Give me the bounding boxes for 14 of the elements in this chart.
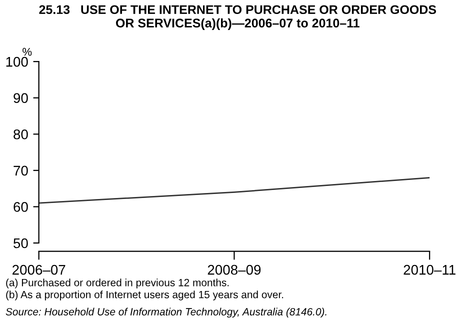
text: (a) Purchased or ordered in previous 12 months. — [6, 278, 229, 288]
x-tick-label: 2010–11 — [404, 264, 456, 275]
y-axis-title: % — [22, 48, 32, 56]
chart-title: 25.13 USE OF THE INTERNET TO PURCHASE OR ORDER GOODS OR SERVICES(a)(b)—2006–07 to 2010–11 — [39, 5, 436, 30]
y-tick-label: 50 — [14, 238, 28, 248]
x-tick-label: 2008–09 — [208, 264, 261, 275]
x-tick-label: 2006–07 — [12, 264, 66, 275]
y-tick-label: 100 — [6, 56, 28, 67]
y-tick-label: 90 — [14, 93, 28, 104]
source-note: Source: Household Use of Information Technology, Australia (8146.0). — [6, 308, 326, 318]
y-tick-label: 60 — [14, 202, 28, 212]
y-tick-label: 70 — [14, 166, 28, 176]
text: (b) As a proportion of Internet users aged 15 years and over. — [6, 290, 284, 300]
y-tick-label: 80 — [14, 129, 28, 140]
